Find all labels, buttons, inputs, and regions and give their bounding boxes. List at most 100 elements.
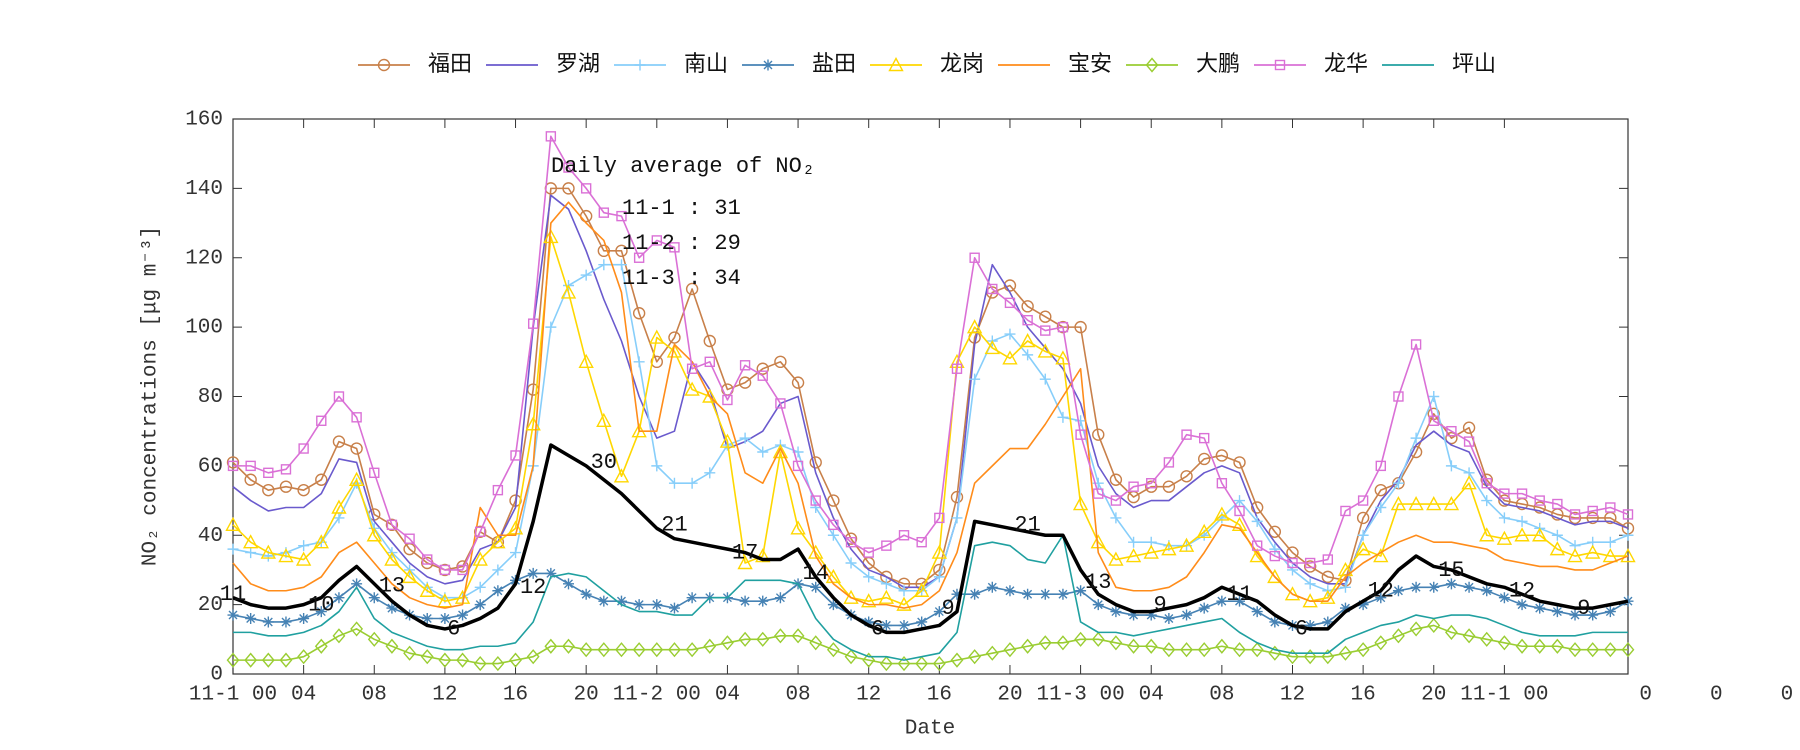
marker (279, 652, 293, 668)
marker (650, 355, 663, 369)
marker (951, 363, 963, 374)
annotation: 21 (1014, 513, 1040, 538)
marker (1569, 509, 1581, 520)
marker (1480, 631, 1494, 647)
marker (1481, 478, 1492, 489)
y-tick-label: 120 (185, 247, 223, 270)
marker (1199, 432, 1210, 444)
marker (544, 638, 558, 654)
marker (314, 638, 328, 654)
marker (1337, 561, 1354, 577)
marker (757, 446, 769, 458)
marker (1022, 588, 1034, 600)
marker (1357, 529, 1369, 541)
marker (474, 599, 486, 611)
marker (773, 628, 787, 644)
marker (668, 477, 680, 489)
marker (333, 391, 345, 402)
marker (421, 613, 433, 624)
marker (492, 585, 504, 597)
marker (1075, 585, 1087, 597)
marker (377, 58, 391, 72)
marker (1586, 642, 1600, 658)
marker (916, 536, 927, 548)
marker (1585, 544, 1601, 559)
marker (739, 360, 751, 371)
marker (888, 57, 904, 72)
marker (245, 613, 257, 624)
marker (261, 652, 275, 668)
marker (1514, 527, 1530, 542)
marker (934, 512, 945, 524)
marker (1551, 606, 1563, 618)
marker (439, 613, 451, 624)
marker (1251, 606, 1263, 618)
marker (1445, 431, 1458, 445)
marker (1357, 495, 1369, 506)
marker (333, 592, 345, 604)
marker (351, 412, 362, 423)
marker (844, 649, 858, 665)
marker (298, 540, 310, 552)
marker (668, 331, 681, 344)
y-tick-label: 140 (185, 178, 223, 201)
marker (1002, 350, 1018, 365)
marker (1496, 530, 1513, 545)
x-tick-label: 16 (927, 684, 952, 707)
marker (634, 59, 646, 71)
marker (245, 460, 256, 472)
marker (1128, 481, 1139, 492)
marker (1022, 349, 1034, 361)
marker (739, 595, 751, 607)
marker (437, 593, 453, 608)
marker (385, 518, 399, 532)
marker (295, 551, 312, 566)
marker (1021, 638, 1035, 654)
x-tick-label: 12 (432, 684, 457, 707)
marker (932, 656, 946, 672)
marker (1587, 609, 1599, 621)
x-tick-label: 11-3 00 (1036, 684, 1124, 707)
marker (545, 567, 557, 579)
marker (456, 560, 469, 573)
x-tick-label: 16 (1351, 684, 1376, 707)
x-tick-label: 20 (997, 684, 1022, 707)
marker (845, 557, 857, 569)
marker (369, 467, 380, 479)
marker (1074, 631, 1088, 647)
marker (1602, 548, 1619, 563)
legend-label: 南山 (684, 52, 728, 77)
marker (756, 362, 769, 375)
marker (737, 555, 753, 570)
legend-label: 大鹏 (1196, 52, 1240, 77)
marker (968, 649, 982, 665)
marker (668, 642, 681, 658)
marker (828, 519, 839, 531)
marker (774, 592, 786, 604)
marker (1004, 328, 1016, 340)
marker (1004, 297, 1016, 309)
marker (563, 162, 574, 173)
marker (1461, 475, 1477, 490)
y-tick-label: 60 (198, 455, 223, 478)
marker (331, 499, 347, 514)
marker (651, 599, 663, 611)
marker (1039, 310, 1052, 323)
marker (419, 582, 435, 597)
marker (1375, 502, 1387, 513)
marker (1463, 436, 1475, 447)
marker (545, 131, 557, 142)
marker (1462, 421, 1476, 434)
marker (1428, 581, 1440, 593)
marker (1108, 551, 1124, 566)
x-tick-label: 12 (856, 684, 881, 707)
marker (386, 519, 398, 531)
marker (1499, 488, 1510, 499)
marker (632, 642, 646, 658)
marker (1393, 391, 1404, 402)
marker (1109, 473, 1123, 486)
marker (985, 645, 999, 661)
marker (510, 547, 522, 559)
x-tick-label: 08 (362, 684, 387, 707)
